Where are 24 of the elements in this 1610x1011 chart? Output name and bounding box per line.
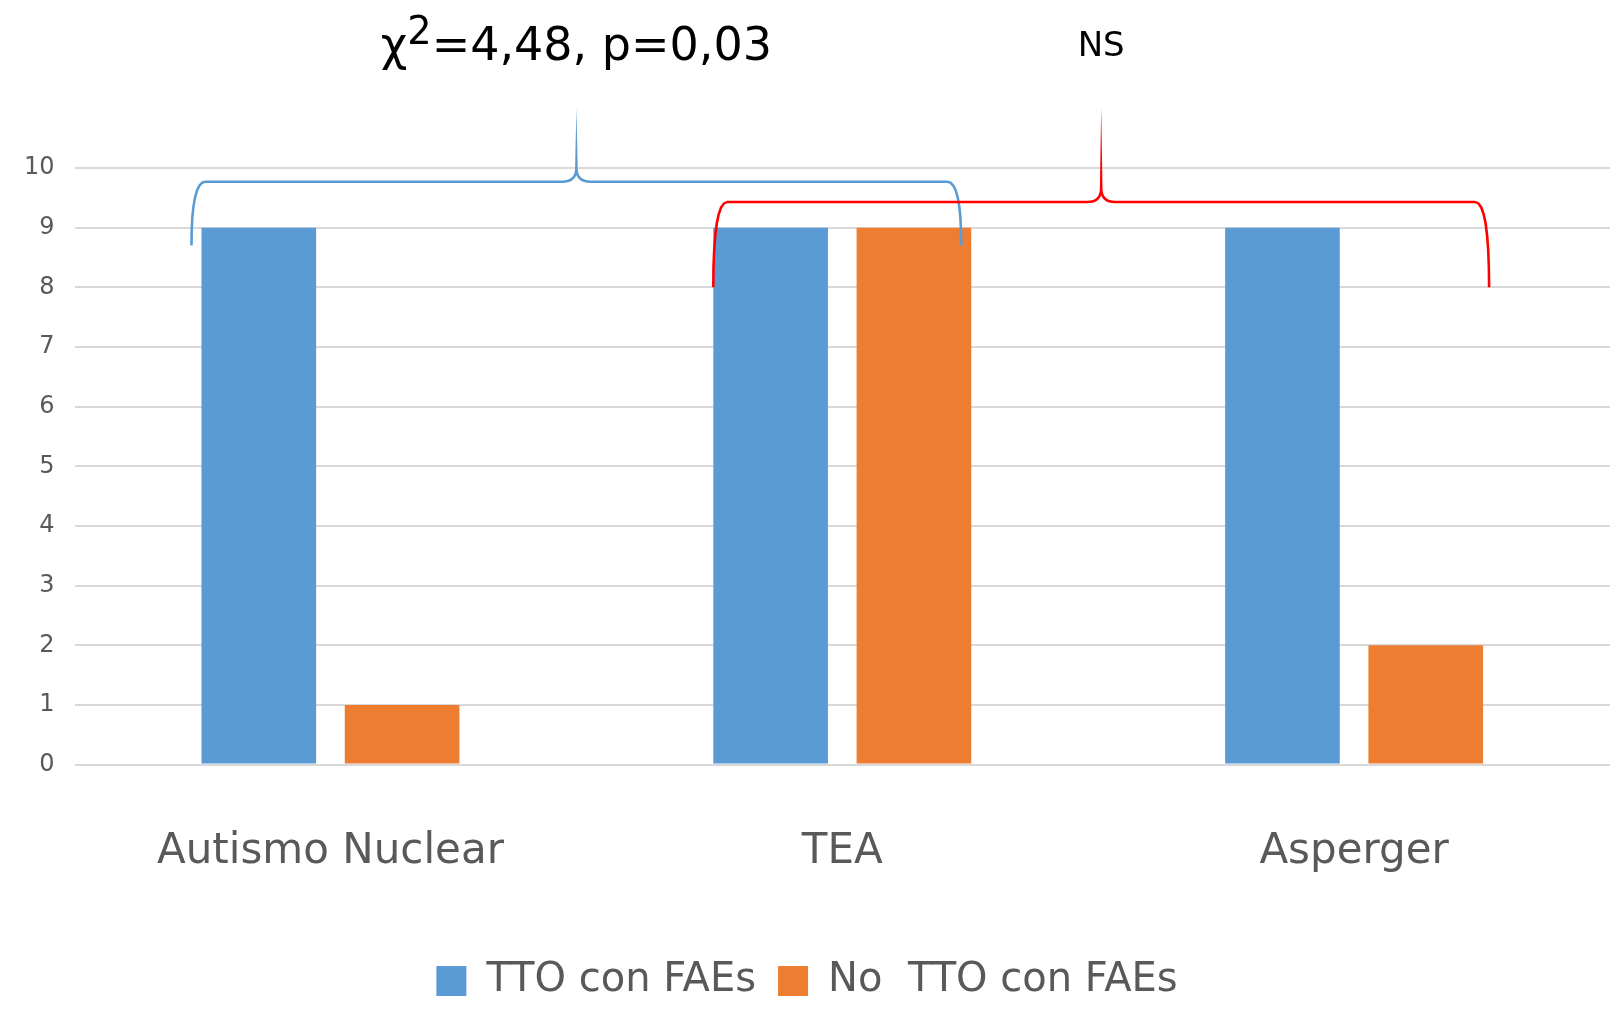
y-tick-label: 1 [39,689,55,718]
text: NS [1077,24,1125,64]
bar [344,704,460,764]
y-tick-label: 9 [39,211,55,240]
y-tick-label: 8 [39,271,55,300]
bar [201,227,317,764]
x-tick-label: TEA [800,823,883,873]
bar [713,227,828,764]
y-tick-label: 3 [39,569,55,598]
x-tick-label: Autismo Nuclear [156,823,505,873]
text: χ$^{2}$=4,48, p=0,03 [380,8,773,72]
legend-label: No TTO con FAEs [828,954,1178,1001]
bar [1368,645,1484,764]
y-tick-label: 2 [39,629,55,658]
y-tick-label: 6 [39,390,55,419]
bar [856,227,972,764]
y-tick-label: 10 [23,152,55,181]
y-tick-label: 7 [39,331,55,360]
y-tick-label: 5 [39,450,55,479]
x-tick-label: Asperger [1259,823,1450,873]
y-tick-label: 0 [39,748,55,777]
y-tick-label: 4 [39,510,55,539]
legend-label: TTO con FAEs [485,954,757,1001]
bar [1225,227,1340,764]
